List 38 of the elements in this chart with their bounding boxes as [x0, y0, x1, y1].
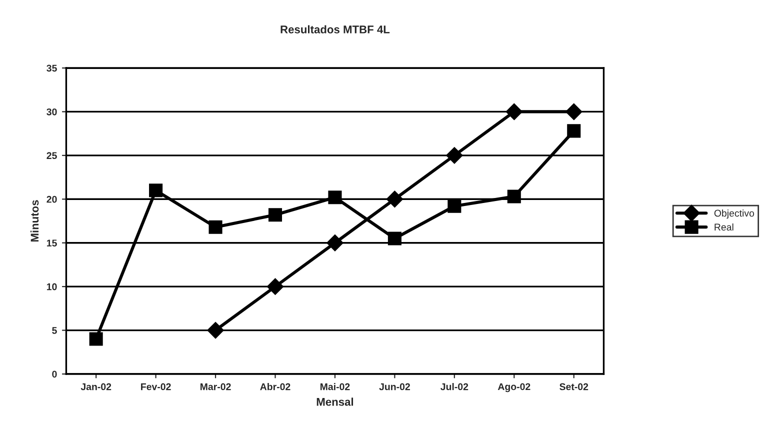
point [388, 232, 402, 246]
point [89, 332, 103, 346]
legend-label: Objectivo [714, 210, 754, 219]
x-tick-label: Jun-02 [379, 383, 410, 390]
y-tick-label: 25 [46, 152, 57, 160]
point [149, 184, 163, 198]
y-tick-label: 0 [52, 370, 57, 378]
y-tick-label: 20 [46, 196, 57, 203]
point [208, 220, 222, 234]
y-tick-label: 5 [52, 327, 57, 334]
x-tick-label: Mar-02 [200, 383, 231, 390]
y-axis-title: Minutos [30, 200, 39, 242]
point [207, 322, 224, 339]
x-tick-label: Jan-02 [80, 383, 112, 390]
y-tick-label: 15 [46, 240, 57, 246]
x-tick-label: Set-02 [560, 383, 588, 390]
chart-title: Resultados MTBF 4L [280, 25, 390, 34]
legend-label: Real [714, 223, 734, 231]
y-tick-label: 10 [46, 283, 57, 290]
point [268, 208, 282, 222]
point [567, 124, 581, 138]
y-tick-label: 35 [46, 64, 57, 72]
y-tick-label: 30 [46, 108, 57, 116]
x-tick-label: Ago-02 [498, 383, 530, 392]
point [565, 103, 582, 120]
x-tick-label: Jul-02 [440, 383, 468, 390]
point [328, 190, 342, 204]
point [386, 190, 404, 208]
point [448, 199, 462, 213]
x-tick-label: Abr-02 [260, 383, 290, 390]
x-tick-label: Fev-02 [141, 383, 171, 390]
x-axis-title: Mensal [316, 398, 354, 406]
x-tick-label: Mai-02 [320, 383, 350, 390]
point [266, 278, 284, 295]
point [506, 103, 523, 120]
point [446, 147, 463, 164]
point [507, 190, 521, 204]
point [326, 234, 344, 252]
